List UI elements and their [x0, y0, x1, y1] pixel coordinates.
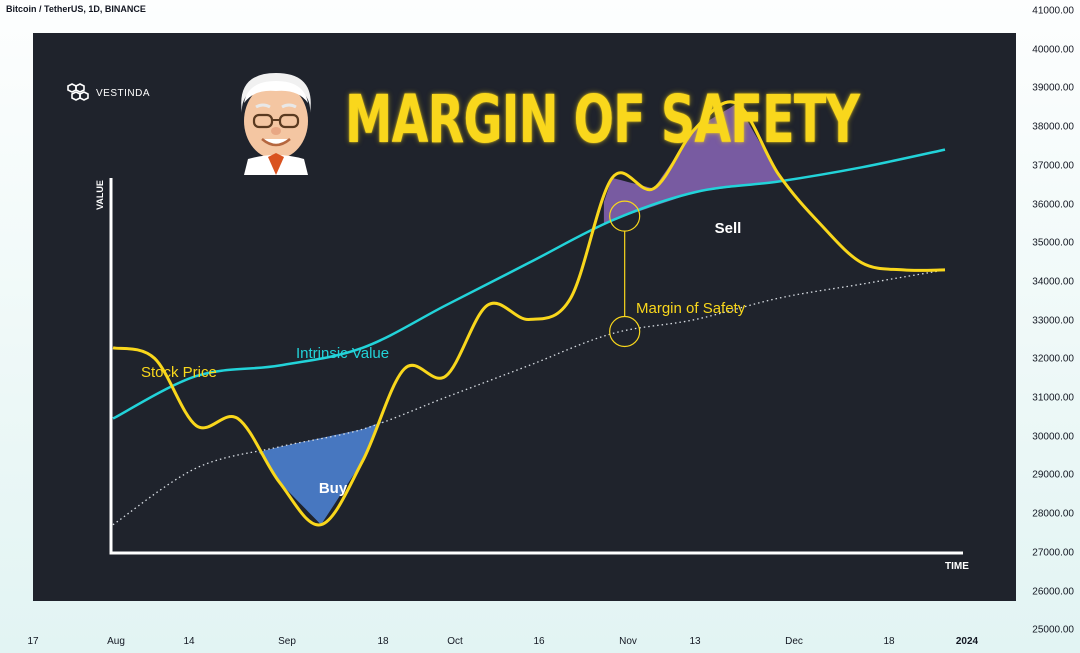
fair-value-dotted-line	[112, 269, 946, 526]
sell-zone-label: Sell	[715, 220, 742, 237]
time-axis-tick: 16	[533, 636, 545, 647]
brand-name: VESTINDA	[96, 87, 151, 99]
price-axis-tick: 32000.00	[1032, 353, 1074, 365]
intrinsic-value-label: Intrinsic Value	[296, 345, 389, 362]
price-axis-tick: 39000.00	[1032, 82, 1074, 94]
y-axis-label: VALUE	[95, 180, 105, 210]
time-axis-tick: Nov	[619, 636, 637, 647]
price-axis-tick: 34000.00	[1032, 276, 1074, 288]
fair-value-marker	[609, 315, 641, 348]
time-axis[interactable]: 17 Aug 14 Sep 18 Oct 16 Nov 13 Dec 18 2024	[0, 630, 1015, 653]
price-axis-tick: 25000.00	[1032, 624, 1074, 636]
time-axis-tick: 18	[883, 636, 895, 647]
stock-price-label: Stock Price	[141, 364, 217, 381]
time-axis-tick: Oct	[447, 636, 463, 647]
time-axis-tick: 18	[377, 636, 389, 647]
intrinsic-value-line	[112, 148, 946, 420]
price-axis-tick: 35000.00	[1032, 237, 1074, 249]
intrinsic-value-marker	[609, 200, 641, 232]
stock-price-line	[112, 100, 946, 527]
headline: MARGIN OF SAFETY	[345, 81, 860, 158]
time-axis-tick: Sep	[278, 636, 296, 647]
price-axis-tick: 30000.00	[1032, 431, 1074, 443]
x-axis-label: TIME	[945, 561, 969, 572]
time-axis-tick: 2024	[955, 636, 979, 647]
price-axis-tick: 40000.00	[1032, 44, 1074, 56]
time-axis-tick: 14	[183, 636, 195, 647]
margin-of-safety-label: Margin of Safety	[636, 300, 746, 317]
time-axis-tick: 17	[27, 636, 39, 647]
buy-zone-label: Buy	[319, 480, 348, 497]
investor-portrait-icon	[241, 73, 311, 175]
time-axis-tick: Aug	[107, 636, 125, 647]
price-axis[interactable]: 41000.00 40000.00 39000.00 38000.00 37000.00…	[1015, 0, 1080, 653]
price-axis-tick: 29000.00	[1032, 469, 1074, 481]
price-axis-tick: 28000.00	[1032, 508, 1074, 520]
buy-zone-area	[254, 418, 392, 525]
axis-lines	[109, 178, 963, 555]
price-axis-tick: 26000.00	[1032, 586, 1074, 597]
time-axis-tick: 13	[689, 636, 701, 647]
price-axis-tick: 37000.00	[1032, 160, 1074, 172]
chart-symbol-title[interactable]: Bitcoin / TetherUS, 1D, BINANCE	[6, 4, 146, 14]
infographic-panel: TIME VALUE Stock Price Intrinsic Value Buy Se…	[33, 33, 1016, 601]
chart-svg: TIME VALUE Stock Price Intrinsic Value Buy Se…	[95, 100, 969, 572]
brand: VESTINDA	[66, 83, 150, 103]
price-axis-tick: 33000.00	[1032, 315, 1074, 327]
price-axis-tick: 41000.00	[1032, 5, 1074, 17]
price-axis-tick: 31000.00	[1032, 392, 1074, 404]
price-axis-tick: 36000.00	[1032, 199, 1074, 210]
price-axis-tick: 27000.00	[1032, 547, 1074, 559]
price-axis-tick: 38000.00	[1032, 121, 1074, 133]
sell-zone-area	[603, 103, 787, 225]
hexagon-cluster-icon	[67, 83, 89, 101]
time-axis-tick: Dec	[785, 636, 803, 647]
